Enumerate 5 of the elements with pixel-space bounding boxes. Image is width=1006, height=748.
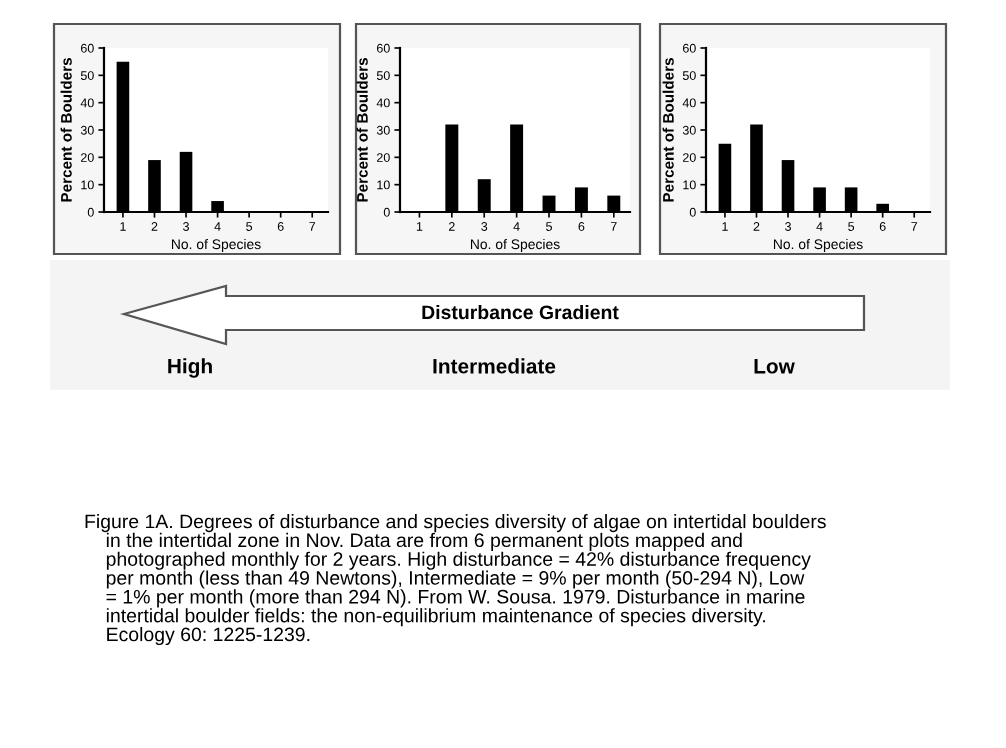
- text: Disturbance Gradient: [422, 304, 619, 320]
- caption: Figure 1A. Degrees of disturbance and species diversity of algae on intertidal boulders in the intertidal zone in Nov. Data are from 6 permanent plots mapped and photographed monthly for 2 years. High disturbance = 42% disturbance frequency per month (less than 49 Newtons), Intermediate = 9% per month (50-294 N), Low = 1% per month (more than 294 N). From W. Sousa. 1979. Disturbance in marine intertidal boulder fields: the non-equilibrium maintenance of species diversity. Ecology 60: 1225-1239.: [85, 514, 826, 646]
- text: High: [168, 358, 212, 378]
- text: Low: [754, 359, 795, 374]
- text: Intermediate: [433, 358, 556, 374]
